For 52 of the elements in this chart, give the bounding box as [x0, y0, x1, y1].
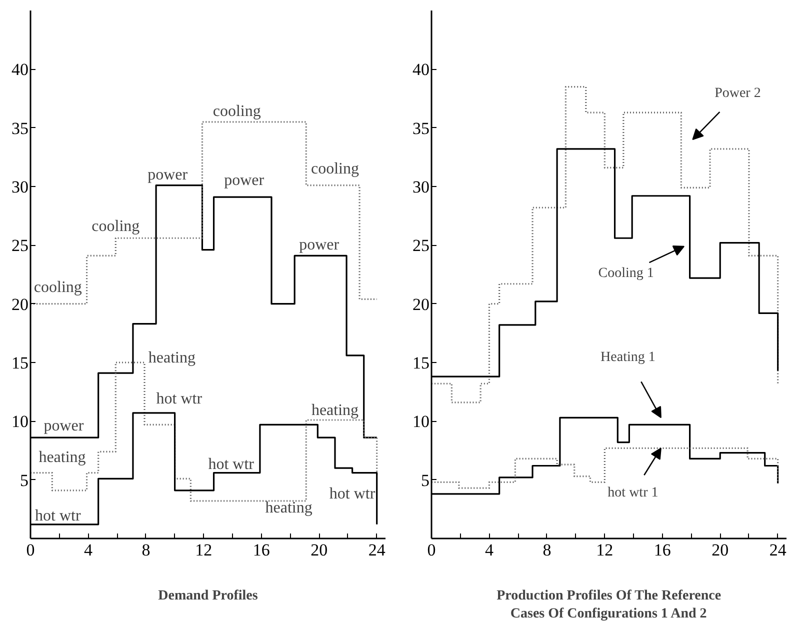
x-tick-label: 12 — [195, 540, 212, 560]
y-tick-label: 40 — [12, 60, 28, 80]
annotation: Heating 1 — [600, 350, 656, 366]
annotation: heating — [265, 499, 312, 516]
annotation: hot wtr — [35, 508, 82, 525]
annotation: hot wtr 1 — [608, 486, 658, 501]
y-tick-label: 35 — [12, 118, 28, 138]
annotation: hot wtr — [208, 456, 255, 474]
annotation: hot wtr — [329, 485, 376, 502]
annotation: cooling — [310, 160, 359, 178]
y-tick-label: 15 — [412, 354, 430, 372]
x-tick-label: 4 — [84, 540, 93, 560]
y-tick-label: 5 — [20, 470, 28, 490]
y-tick-label: 20 — [12, 294, 28, 314]
x-tick-label: 16 — [252, 540, 270, 560]
annotation: Cooling 1 — [598, 266, 654, 281]
annotation: power — [44, 417, 84, 434]
annotation: cooling — [92, 218, 140, 235]
x-tick-label: 8 — [542, 540, 552, 560]
annotation: Power 2 — [714, 86, 761, 102]
x-tick-label: 0 — [26, 540, 35, 560]
x-axis-title: Production Profiles Of The Reference Cases Of Configurations 1 And 2 — [496, 588, 722, 622]
x-tick-label: 16 — [654, 540, 671, 560]
annotation: hot wtr — [156, 390, 203, 408]
y-tick-label: 30 — [12, 178, 28, 196]
annotation: power — [148, 166, 188, 184]
y-tick-label: 30 — [412, 178, 430, 196]
annotation: cooling — [212, 102, 261, 120]
annotation: heating — [311, 402, 359, 420]
x-tick-label: 8 — [142, 540, 150, 560]
y-tick-label: 10 — [12, 412, 28, 432]
y-tick-label: 5 — [421, 470, 430, 490]
annotation: heating — [38, 449, 86, 466]
y-tick-label: 15 — [12, 354, 28, 372]
y-tick-label: 40 — [412, 60, 430, 80]
x-tick-label: 4 — [484, 540, 494, 560]
x-axis-title: Demand Profiles — [158, 588, 258, 604]
y-tick-label: 35 — [412, 118, 430, 138]
annotation: power — [299, 236, 340, 254]
y-tick-label: 25 — [12, 236, 28, 256]
x-tick-label: 20 — [310, 540, 328, 560]
annotation: heating — [148, 349, 196, 366]
y-tick-label: 10 — [412, 412, 430, 432]
y-tick-label: 25 — [412, 236, 430, 256]
x-tick-label: 0 — [427, 540, 436, 560]
y-tick-label: 20 — [412, 294, 430, 314]
annotation: cooling — [34, 278, 82, 296]
annotation: power — [224, 172, 265, 190]
x-tick-label: 24 — [769, 540, 787, 560]
x-tick-label: 24 — [368, 540, 386, 560]
x-tick-label: 20 — [712, 540, 729, 560]
x-tick-label: 12 — [596, 540, 614, 560]
